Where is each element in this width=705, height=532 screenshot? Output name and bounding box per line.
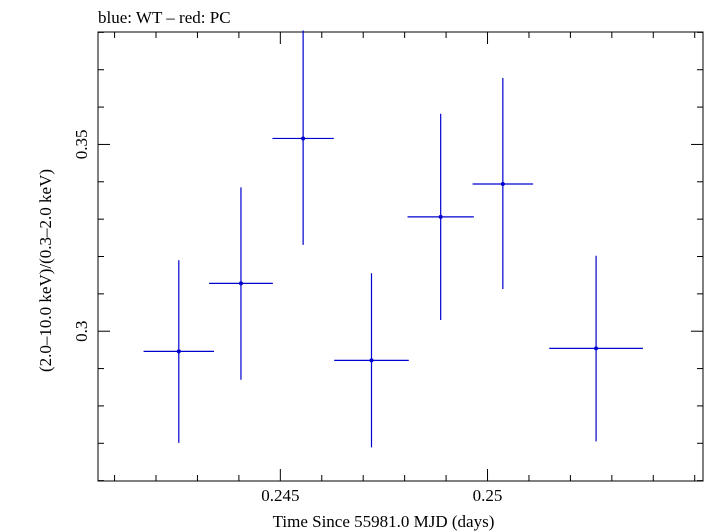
point-marker [301, 136, 306, 141]
data-point [472, 77, 534, 289]
tick-labels: 0.245 0.25 0.3 0.35 [72, 130, 502, 505]
point-marker [500, 182, 505, 187]
y-tick-label: 0.3 [72, 321, 91, 342]
data-point [143, 260, 215, 443]
point-marker [176, 349, 181, 354]
data-point [209, 187, 273, 380]
x-tick-label: 0.245 [261, 486, 299, 505]
data-points [143, 30, 643, 448]
point-marker [238, 281, 243, 286]
data-point [272, 30, 334, 245]
y-tick-label: 0.35 [72, 130, 91, 160]
tick-marks [98, 31, 703, 482]
chart-title: blue: WT – red: PC [98, 8, 231, 27]
point-marker [369, 358, 374, 363]
point-marker [438, 214, 443, 219]
x-tick-label: 0.25 [473, 486, 503, 505]
data-point [407, 113, 474, 321]
point-marker [594, 346, 599, 351]
x-axis-label: Time Since 55981.0 MJD (days) [273, 512, 495, 531]
data-point [549, 255, 643, 442]
plot-frame [97, 31, 704, 482]
data-point [334, 273, 409, 448]
y-axis-label: (2.0–10.0 keV)/(0.3–2.0 keV) [36, 169, 55, 372]
